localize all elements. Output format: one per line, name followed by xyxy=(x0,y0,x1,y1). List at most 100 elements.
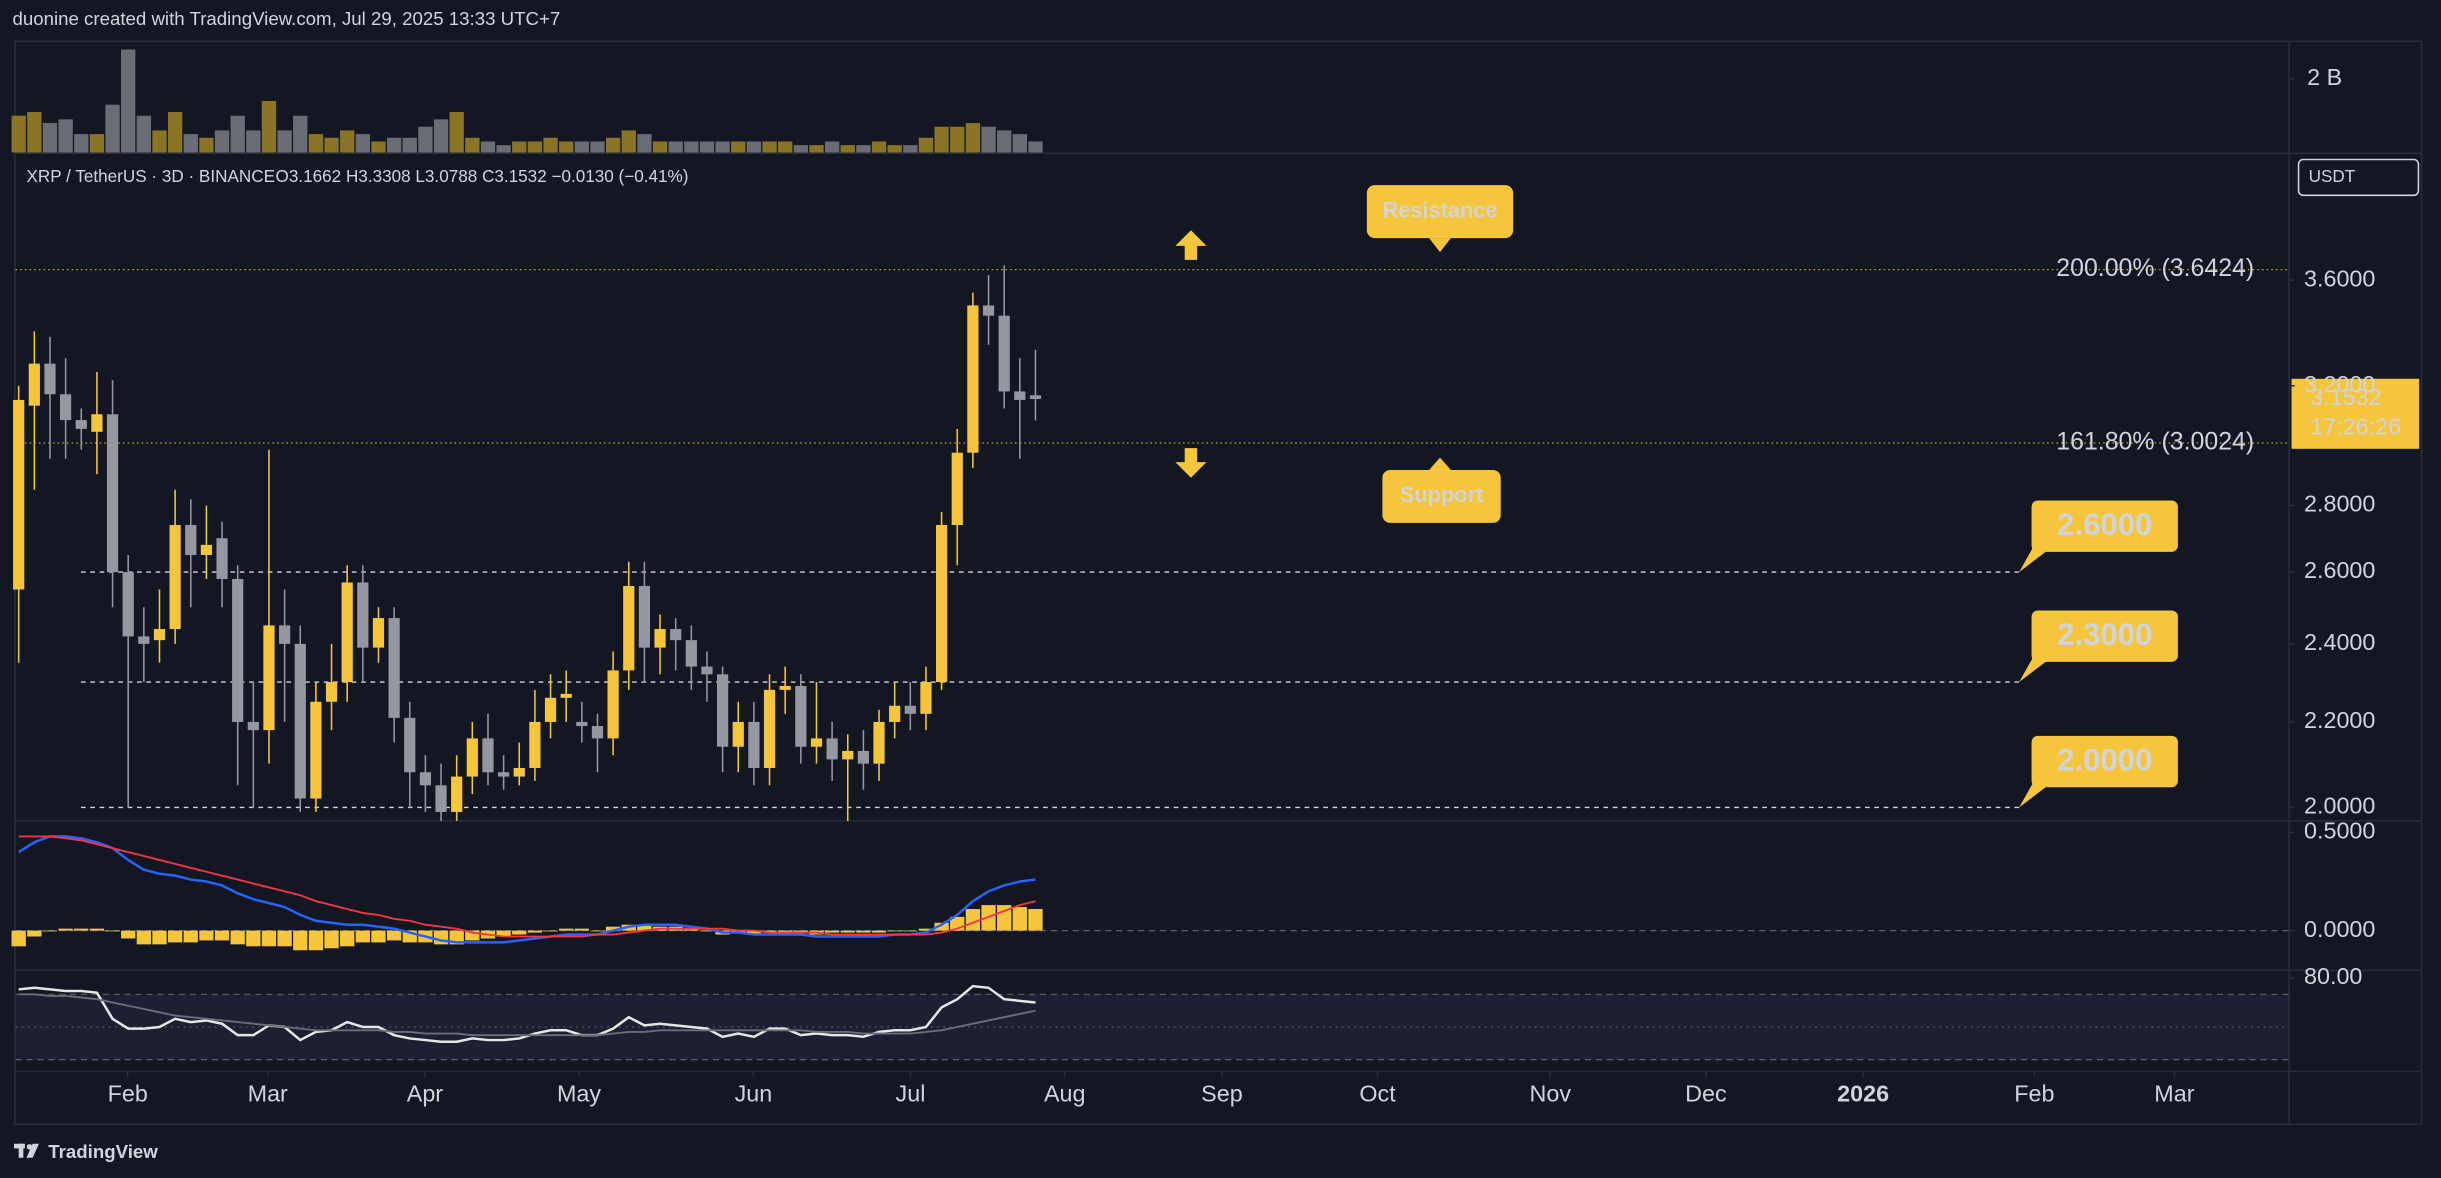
candle-body xyxy=(341,582,353,683)
x-tick-label: Mar xyxy=(248,1081,288,1107)
last-price-box xyxy=(2291,378,2420,449)
histogram-bar xyxy=(308,930,324,951)
histogram-bar xyxy=(543,930,558,932)
y-tick-label: 3.6000 xyxy=(2304,265,2375,291)
histogram-bar xyxy=(11,930,26,947)
volume-bar xyxy=(840,145,855,153)
candle-body xyxy=(904,705,916,714)
volume-bar xyxy=(27,112,42,153)
y-tick-label: 2.2000 xyxy=(2304,707,2375,733)
histogram-bar xyxy=(465,930,480,941)
histogram-bar xyxy=(496,930,511,937)
candle-body xyxy=(75,420,87,429)
x-tick-label: Jun xyxy=(735,1081,773,1107)
candle-body xyxy=(701,666,713,675)
volume-bar xyxy=(324,137,339,153)
candle-body xyxy=(498,772,510,777)
candle-body xyxy=(122,572,134,637)
level-label: 2.3000 xyxy=(2057,617,2152,652)
histogram-bar xyxy=(152,930,167,945)
histogram-bar xyxy=(527,930,543,933)
brand-name: TradingView xyxy=(48,1141,158,1162)
annotation-text: Resistance xyxy=(1382,197,1497,222)
candle-body xyxy=(263,625,275,731)
candle-body xyxy=(857,750,870,764)
volume-bar xyxy=(731,141,746,153)
candle-body xyxy=(638,585,651,648)
volume-bar xyxy=(871,141,887,153)
volume-bar xyxy=(308,134,324,153)
candle-body xyxy=(216,538,228,579)
histogram-bar xyxy=(762,930,777,933)
volume-bar xyxy=(293,115,308,153)
histogram-bar xyxy=(605,926,621,931)
histogram-bar xyxy=(1028,909,1043,931)
candle-body xyxy=(482,738,494,773)
volume-bar xyxy=(621,130,636,153)
level-label: 2.0000 xyxy=(2057,743,2152,778)
candle-body xyxy=(873,721,885,764)
histogram-bar xyxy=(887,930,902,932)
y-tick-label: 3.2000 xyxy=(2304,371,2375,397)
logo-part xyxy=(26,1143,39,1158)
series-line xyxy=(18,835,1036,938)
histogram-bar xyxy=(74,928,89,931)
level-label: 2.6000 xyxy=(2057,507,2152,542)
candle-body xyxy=(560,693,572,698)
candle-body xyxy=(998,315,1010,392)
volume-bar xyxy=(574,141,589,153)
histogram-bar xyxy=(371,930,386,943)
x-tick-label: Oct xyxy=(1359,1081,1396,1107)
annotation-box xyxy=(1366,185,1514,239)
level-callout xyxy=(2031,735,2178,788)
histogram-bar xyxy=(355,930,370,943)
annotation-text: Support xyxy=(1400,482,1484,507)
candle-body xyxy=(404,717,416,773)
x-tick-label: Mar xyxy=(2154,1081,2194,1107)
histogram-bar xyxy=(856,930,871,933)
volume-bar xyxy=(809,145,824,153)
candle-body xyxy=(810,738,823,747)
volume-bar xyxy=(11,115,26,153)
volume-bar xyxy=(1012,134,1027,153)
volume-bar xyxy=(261,100,277,153)
volume-bar xyxy=(167,112,183,153)
volume-bar xyxy=(684,141,699,153)
volume-bar xyxy=(418,126,433,153)
ohlc-legend: O3.1662 H3.3308 L3.0788 C3.1532 −0.0130 … xyxy=(276,167,689,186)
x-tick-label: Feb xyxy=(108,1081,148,1107)
histogram-bar xyxy=(590,930,605,932)
volume-bar xyxy=(89,134,105,153)
candle-body xyxy=(28,363,40,406)
header-text: duonine created with TradingView.com, Ju… xyxy=(12,8,560,29)
volume-bar xyxy=(1028,141,1043,153)
histogram-bar xyxy=(386,930,402,941)
volume-bar xyxy=(668,141,683,153)
y-tick-label: 0.0000 xyxy=(2304,916,2375,942)
candle-body xyxy=(153,629,166,641)
histogram-bar xyxy=(214,930,230,941)
y-tick-label: 80.00 xyxy=(2304,963,2362,989)
candle-body xyxy=(419,772,432,786)
volume-bar xyxy=(559,141,574,153)
currency-box[interactable] xyxy=(2297,158,2420,197)
volume-bar xyxy=(433,119,449,153)
candle-body xyxy=(623,585,635,671)
volume-bar xyxy=(465,137,480,153)
y-tick-label: 2 B xyxy=(2307,64,2342,90)
candle-body xyxy=(591,726,604,739)
volume-bar xyxy=(543,137,558,153)
x-tick-label: May xyxy=(557,1081,601,1107)
annotation-pointer xyxy=(1429,238,1451,253)
down-arrow xyxy=(1175,448,1207,478)
volume-bar xyxy=(762,141,777,153)
x-tick-label: Aug xyxy=(1044,1081,1086,1107)
volume-bar xyxy=(981,126,996,153)
volume-bar xyxy=(402,137,417,153)
volume-bar xyxy=(605,137,621,153)
volume-bar xyxy=(934,126,949,153)
histogram-bar xyxy=(293,930,308,951)
x-tick-label: 2026 xyxy=(1837,1081,1889,1107)
